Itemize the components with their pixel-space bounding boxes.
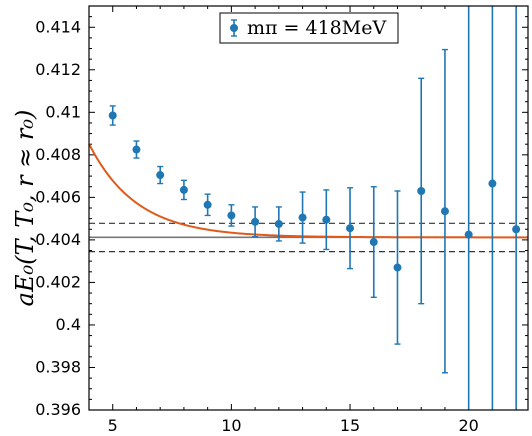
data-point	[274, 206, 283, 242]
point-marker	[298, 213, 307, 222]
fit-curve	[88, 143, 528, 239]
x-tick-label: 20	[458, 416, 478, 435]
x-tick-label: 15	[340, 416, 360, 435]
x-tick-label: 10	[221, 416, 241, 435]
data-point	[488, 6, 497, 410]
axes-layer: 5 10 15 20 0.396 0.398 0.4 0.402 0.404 0.406 0.408…	[35, 5, 528, 435]
point-marker	[274, 219, 283, 228]
y-axis-label: aE₀(T, T₀, r ≈ r₀)	[11, 110, 39, 307]
fit-layer	[88, 143, 528, 239]
y-tick-label: 0.41	[45, 102, 81, 121]
y-tick-label: 0.408	[35, 145, 81, 164]
data-point	[417, 77, 426, 305]
y-tick-label: 0.414	[35, 17, 81, 36]
data-point	[156, 165, 165, 185]
point-marker	[440, 207, 449, 216]
point-marker	[179, 185, 188, 194]
data-point	[179, 179, 188, 201]
point-marker	[417, 186, 426, 195]
point-marker	[108, 111, 117, 120]
data-point	[203, 193, 212, 217]
point-marker	[512, 225, 521, 234]
data-point	[322, 189, 331, 251]
y-tick-label: 0.404	[35, 230, 81, 249]
point-marker	[227, 211, 236, 220]
y-tick-label: 0.4	[56, 315, 81, 334]
point-marker	[203, 200, 212, 209]
point-marker	[393, 263, 402, 272]
legend: mπ = 418MeV	[219, 12, 399, 44]
point-marker	[464, 230, 473, 239]
data-point	[440, 48, 449, 374]
point-marker	[251, 217, 260, 226]
point-marker	[322, 215, 331, 224]
point-marker	[132, 145, 141, 154]
legend-box	[219, 12, 399, 44]
y-tick-label: 0.398	[35, 357, 81, 376]
plot-frame	[88, 5, 529, 411]
data-point	[298, 191, 307, 244]
data-point	[132, 140, 141, 159]
point-marker	[369, 238, 378, 247]
data-point	[227, 204, 236, 227]
data-point	[369, 186, 378, 299]
data-point	[251, 206, 260, 238]
data-point	[108, 105, 117, 126]
data-point	[464, 6, 473, 410]
data-point	[512, 6, 521, 410]
x-tick-label: 5	[108, 416, 118, 435]
point-marker	[346, 224, 355, 233]
data-point	[393, 190, 402, 345]
y-tick-label: 0.402	[35, 272, 81, 291]
y-tick-label: 0.406	[35, 187, 81, 206]
data-points-layer	[108, 6, 521, 410]
legend-marker-point	[230, 24, 238, 32]
point-marker	[156, 171, 165, 180]
legend-label: mπ = 418MeV	[247, 17, 386, 39]
data-point	[346, 187, 355, 270]
y-tick-label: 0.412	[35, 60, 81, 79]
y-tick-label: 0.396	[35, 400, 81, 419]
point-marker	[488, 179, 497, 188]
